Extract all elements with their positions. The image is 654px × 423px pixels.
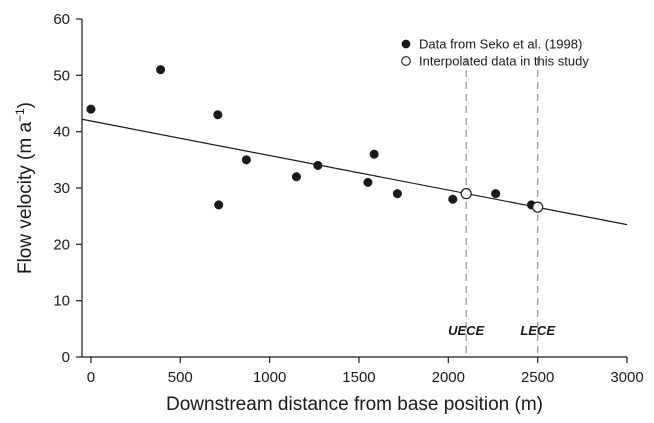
axes: 0 500 1000 1500 2000 2500 3000 0 10 20 30 40 50 60 [53, 11, 643, 386]
y-tick-label: 40 [53, 124, 70, 141]
y-tick-label: 20 [53, 236, 70, 253]
seko-data-point [86, 104, 96, 114]
y-axis-title-close: ) [15, 102, 36, 108]
y-axis-title-main: Flow velocity (m a [15, 122, 36, 274]
seko-data-point [156, 65, 166, 75]
y-tick-label: 10 [53, 293, 70, 310]
x-tick-label: 2500 [521, 369, 554, 386]
y-tick-label: 30 [53, 180, 70, 197]
y-tick-label: 50 [53, 67, 70, 84]
x-tick-label: 1500 [342, 369, 375, 386]
x-tick-label: 0 [87, 369, 95, 386]
seko-data-point [491, 189, 501, 199]
seko-data-point [448, 194, 458, 204]
x-tick-label: 3000 [610, 369, 643, 386]
x-tick-label: 1000 [253, 369, 286, 386]
plot-area: UECE LECE [81, 58, 628, 357]
interpolated-data-point [460, 188, 472, 200]
y-axis-title: Flow velocity (m a−1) [13, 102, 36, 274]
x-axis-title: Downstream distance from base position (… [166, 394, 543, 415]
legend-open-circle-marker [401, 56, 411, 66]
seko-data-point [214, 200, 224, 210]
x-tick-label: 2000 [432, 369, 465, 386]
trend-line [81, 118, 628, 226]
legend-label: Data from Seko et al. (1998) [419, 37, 582, 52]
seko-data-point [313, 160, 323, 171]
x-tick-label: 500 [168, 369, 193, 386]
y-tick-label: 60 [53, 11, 70, 28]
legend-filled-circle-marker [401, 39, 411, 49]
seko-data-point [241, 155, 251, 165]
seko-data-point [213, 110, 223, 120]
reference-label-uece: UECE [448, 323, 484, 338]
legend-label: Interpolated data in this study [419, 54, 589, 69]
seko-data-point [392, 189, 402, 199]
interpolated-data-point [532, 201, 544, 213]
legend: Data from Seko et al. (1998) Interpolated… [401, 37, 589, 69]
seko-data-point [369, 149, 379, 159]
y-tick-label: 0 [62, 349, 70, 366]
reference-label-lece: LECE [520, 323, 555, 338]
seko-data-point [291, 172, 301, 182]
y-axis-title-superscript: −1 [13, 108, 27, 122]
seko-data-point [363, 177, 373, 187]
